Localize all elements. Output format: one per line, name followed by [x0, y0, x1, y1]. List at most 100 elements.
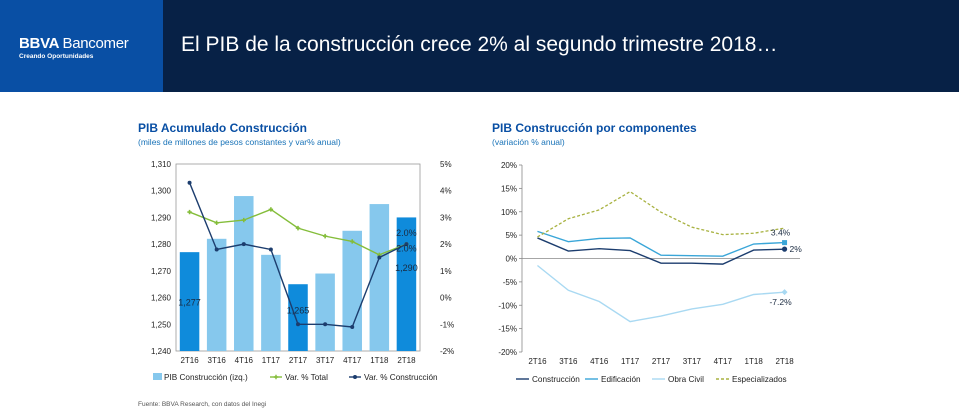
- x-tick-label: 2T16: [528, 357, 547, 366]
- bar-pib-construccion: [234, 196, 254, 351]
- line-construccion: [537, 237, 785, 265]
- legend-label: PIB Construcción (izq.): [164, 373, 248, 382]
- y-right-tick-label: 0%: [440, 294, 452, 303]
- y-left-tick-label: 1,270: [151, 267, 172, 276]
- point-var-total: [350, 239, 355, 244]
- data-label: 2.0%: [396, 228, 417, 238]
- bar-pib-construccion: [179, 252, 200, 351]
- y-tick-label: -15%: [498, 325, 517, 334]
- x-tick-label: 4T17: [714, 357, 733, 366]
- x-tick-label: 3T16: [559, 357, 578, 366]
- y-left-tick-label: 1,240: [151, 347, 172, 356]
- data-label: 1,290: [395, 263, 418, 273]
- x-tick-label: 1T17: [621, 357, 640, 366]
- point-var-construccion: [241, 242, 246, 247]
- x-tick-label: 2T16: [180, 356, 199, 365]
- y-left-tick-label: 1,250: [151, 320, 172, 329]
- legend-marker-construccion: [353, 375, 357, 379]
- point-var-construccion: [187, 180, 192, 185]
- x-tick-label: 4T17: [343, 356, 362, 365]
- y-left-tick-label: 1,310: [151, 160, 172, 169]
- y-right-tick-label: 3%: [440, 213, 452, 222]
- point-var-total: [241, 217, 246, 223]
- x-tick-label: 1T18: [370, 356, 389, 365]
- x-tick-label: 2T18: [775, 357, 794, 366]
- point-var-total: [295, 225, 301, 231]
- end-marker-construccion: [781, 246, 788, 252]
- legend-marker-total: [273, 374, 279, 380]
- y-tick-label: 20%: [501, 161, 517, 170]
- y-left-tick-label: 1,300: [151, 187, 172, 196]
- y-right-tick-label: -1%: [440, 320, 454, 329]
- header-bar: BBVA Bancomer Creando Oportunidades El P…: [0, 0, 959, 92]
- data-label: -7.2%: [769, 297, 792, 307]
- point-var-construccion: [323, 322, 328, 327]
- brand-name: BBVA Bancomer: [19, 35, 129, 52]
- line-especializados: [537, 190, 785, 238]
- y-right-tick-label: 5%: [440, 160, 452, 169]
- y-right-tick-label: 2%: [440, 240, 452, 249]
- bar-pib-construccion: [342, 230, 362, 351]
- left-chart-title: PIB Acumulado Construcción: [138, 121, 307, 135]
- bar-pib-construccion: [288, 284, 308, 351]
- brand-word: Bancomer: [62, 35, 129, 52]
- y-tick-label: 5%: [505, 231, 517, 240]
- x-tick-label: 1T17: [262, 356, 281, 365]
- y-tick-label: 0%: [505, 255, 517, 264]
- x-tick-label: 3T17: [683, 357, 702, 366]
- x-tick-label: 3T16: [208, 356, 227, 365]
- y-tick-label: -10%: [498, 301, 517, 310]
- x-tick-label: 1T18: [745, 357, 764, 366]
- bar-pib-construccion: [396, 217, 417, 351]
- y-left-tick-label: 1,260: [151, 294, 172, 303]
- point-var-construccion: [268, 247, 273, 252]
- line-edificacion: [537, 230, 785, 257]
- data-label: 2.0%: [396, 244, 417, 254]
- y-left-tick-label: 1,290: [151, 213, 172, 222]
- line-obra-civil: [537, 264, 785, 323]
- data-label: 1,277: [178, 298, 201, 308]
- legend-label: Edificación: [601, 375, 641, 384]
- bar-pib-construccion: [369, 204, 390, 351]
- point-var-total: [214, 220, 219, 225]
- legend-label: Var. % Total: [285, 373, 328, 382]
- point-var-construccion: [377, 255, 382, 260]
- point-var-construccion: [404, 242, 409, 247]
- source-note: Fuente: BBVA Research, con datos del Ine…: [138, 401, 267, 408]
- y-right-tick-label: -2%: [440, 347, 454, 356]
- y-tick-label: 15%: [501, 184, 517, 193]
- bar-pib-construccion: [315, 273, 335, 351]
- y-left-tick-label: 1,280: [151, 240, 172, 249]
- legend-label: Especializados: [732, 375, 787, 384]
- bar-pib-construccion: [206, 238, 227, 351]
- end-marker-obra-civil: [781, 289, 788, 296]
- data-label: 2%: [790, 244, 803, 254]
- x-tick-label: 2T18: [397, 356, 416, 365]
- data-label: 1,265: [287, 306, 310, 316]
- page-title: El PIB de la construcción crece 2% al se…: [181, 33, 778, 56]
- y-tick-label: 10%: [501, 208, 517, 217]
- data-label: 3.4%: [771, 228, 791, 238]
- point-var-construccion: [296, 322, 300, 327]
- right-chart-subtitle: (variación % anual): [492, 137, 565, 147]
- legend-swatch-bars: [153, 373, 162, 380]
- point-var-construccion: [350, 324, 355, 329]
- point-var-total: [268, 207, 274, 212]
- bbva-logo: BBVA Bancomer Creando Oportunidades: [0, 0, 163, 92]
- point-var-construccion: [214, 247, 219, 252]
- x-tick-label: 2T17: [289, 356, 308, 365]
- y-tick-label: -20%: [498, 348, 517, 357]
- y-tick-label: -5%: [503, 278, 517, 287]
- point-var-total: [322, 233, 328, 239]
- legend-label: Var. % Construcción: [364, 373, 438, 382]
- x-tick-label: 4T16: [235, 356, 254, 365]
- brand-tagline: Creando Oportunidades: [19, 53, 94, 60]
- end-marker-edificacion: [782, 240, 788, 246]
- legend-label: Construcción: [532, 375, 580, 384]
- y-right-tick-label: 1%: [440, 267, 452, 276]
- x-tick-label: 4T16: [590, 357, 609, 366]
- x-tick-label: 3T17: [316, 356, 335, 365]
- x-tick-label: 2T17: [652, 357, 671, 366]
